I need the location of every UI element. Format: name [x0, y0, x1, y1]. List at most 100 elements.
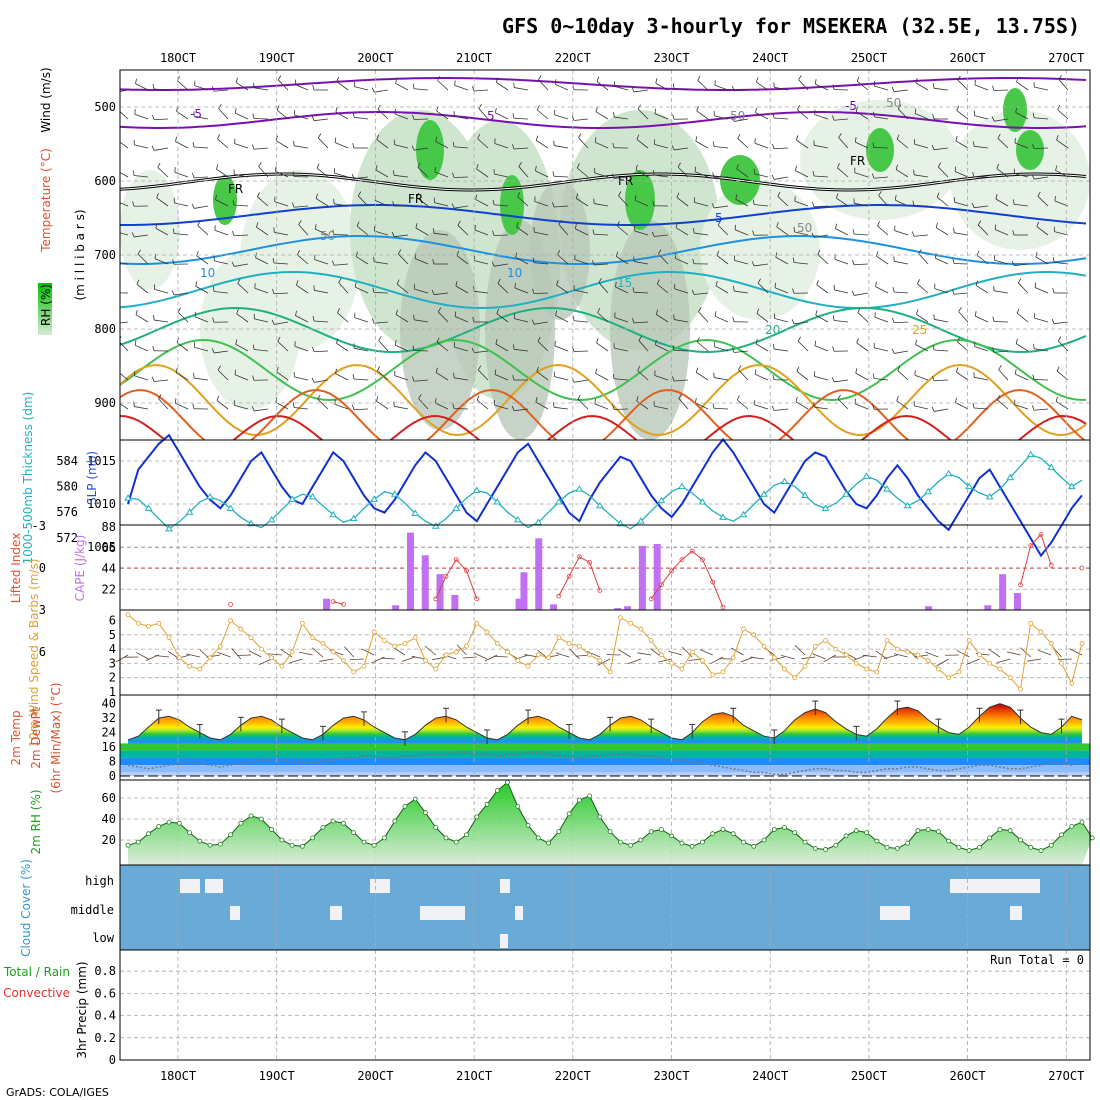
- upper-wind-barb-flag: [894, 195, 897, 201]
- upper-wind-barb-flag: [634, 195, 637, 201]
- upper-wind-barb-flag: [277, 336, 281, 342]
- upper-wind-barb: [214, 89, 229, 92]
- upper-wind-barb: [774, 317, 789, 323]
- upper-wind-barb: [494, 263, 509, 267]
- upper-wind-barb: [314, 259, 329, 265]
- wind-barb: [462, 656, 477, 659]
- upper-wind-barb: [434, 171, 449, 178]
- upper-wind-barb-flag: [598, 278, 602, 283]
- upper-wind-barb: [854, 233, 869, 236]
- rh-point: [135, 839, 141, 845]
- rh2m-axis-label: 2m RH (%): [29, 789, 43, 854]
- upper-wind-barb-flag: [611, 173, 615, 179]
- upper-wind-barb: [415, 227, 429, 236]
- upper-wind-barb-flag: [612, 404, 615, 410]
- upper-wind-barb: [476, 168, 489, 178]
- upper-wind-barb-flag: [136, 279, 140, 285]
- upper-wind-barb-flag: [816, 279, 819, 285]
- wind-speed-point: [546, 655, 551, 661]
- upper-wind-barb-flag: [1058, 75, 1062, 80]
- upper-wind-barb: [614, 347, 629, 352]
- upper-wind-barb-flag: [755, 107, 757, 113]
- upper-wind-barb: [895, 199, 909, 207]
- cloud-block: [500, 879, 510, 893]
- upper-wind-barb-flag: [915, 78, 918, 84]
- wind-barb: [312, 647, 324, 658]
- upper-wind-barb: [534, 231, 549, 236]
- date-label-top: 19OCT: [259, 51, 295, 65]
- upper-wind-barb: [514, 147, 529, 150]
- upper-wind-barb: [694, 232, 709, 236]
- upper-wind-barb-flag: [536, 105, 540, 111]
- upper-wind-barb: [817, 254, 829, 265]
- upper-wind-barb: [595, 111, 609, 120]
- temp-color-band: [120, 743, 1090, 751]
- upper-wind-barb: [457, 224, 469, 236]
- upper-wind-barb: [517, 196, 529, 207]
- upper-wind-barb-flag: [191, 203, 195, 209]
- upper-wind-barb: [394, 375, 409, 381]
- rh-shade-high: [1016, 130, 1044, 170]
- wind-speed-point: [525, 663, 531, 669]
- upper-wind-barb-flag: [352, 374, 355, 380]
- cloud-block: [420, 906, 465, 920]
- upper-wind-barb-flag: [1032, 374, 1035, 380]
- thickness-point: [1067, 482, 1076, 490]
- wind-speed-point: [1028, 620, 1034, 626]
- rh-legend-swatch: [38, 283, 52, 335]
- wind-speed-point: [474, 620, 480, 626]
- upper-wind-barb-flag: [396, 279, 400, 285]
- upper-wind-barb: [914, 374, 929, 381]
- date-label-bottom: 27OCT: [1048, 1069, 1084, 1083]
- precip-total-label: Total / Rain: [3, 965, 70, 979]
- upper-wind-barb: [577, 167, 589, 178]
- upper-wind-barb: [120, 172, 129, 178]
- upper-wind-barb-flag: [315, 193, 318, 199]
- upper-wind-barb-flag: [478, 104, 482, 109]
- rh-shade-high: [625, 170, 655, 230]
- upper-wind-barb: [414, 319, 429, 323]
- upper-wind-barb-flag: [352, 112, 355, 118]
- wind-speed-point: [628, 620, 634, 626]
- upper-wind-barb: [877, 225, 889, 236]
- upper-wind-barb-flag: [991, 116, 995, 122]
- upper-wind-barb-flag: [378, 336, 382, 341]
- date-axes: 18OCT 18OCT 19OCT 19OCT 20OCT 20OCT 21OCT 21OCT…: [160, 51, 1084, 1083]
- upper-wind-barb: [976, 254, 989, 265]
- upper-wind-barb: [354, 378, 369, 381]
- date-label-bottom: 26OCT: [950, 1069, 986, 1083]
- upper-wind-barb-flag: [812, 171, 815, 177]
- upper-wind-barb-flag: [477, 365, 482, 371]
- upper-wind-barb-flag: [595, 368, 598, 374]
- upper-wind-barb-flag: [232, 200, 235, 206]
- upper-wind-barb: [934, 288, 949, 294]
- upper-wind-barb-flag: [1055, 396, 1058, 402]
- upper-wind-barb: [834, 258, 849, 265]
- upper-wind-barb: [154, 288, 169, 294]
- rh-point: [279, 837, 285, 843]
- wind-speed-point: [679, 666, 685, 672]
- upper-wind-barb-flag: [972, 172, 975, 178]
- upper-wind-barb-flag: [615, 251, 619, 257]
- upper-wind-barb: [254, 318, 269, 323]
- upper-wind-barb: [915, 344, 929, 352]
- upper-wind-barb-flag: [877, 221, 880, 226]
- upper-wind-barb: [435, 141, 449, 149]
- upper-wind-barb: [477, 369, 489, 381]
- upper-wind-barb: [217, 369, 229, 381]
- upper-wind-barb-flag: [975, 280, 978, 286]
- upper-wind-barb-flag: [974, 311, 977, 317]
- upper-wind-barb: [254, 147, 269, 150]
- upper-wind-barb-flag: [712, 172, 715, 178]
- upper-wind-barb: [596, 342, 609, 352]
- upper-wind-barb-flag: [855, 106, 858, 112]
- upper-wind-barb-flag: [413, 314, 415, 320]
- thickness-point: [247, 519, 255, 527]
- rh-point: [351, 830, 357, 836]
- wind-barb: [298, 651, 313, 656]
- thickness-point: [165, 524, 173, 532]
- wind-speed-point: [648, 638, 654, 643]
- upper-wind-barb: [934, 408, 949, 412]
- rh-point: [700, 839, 705, 845]
